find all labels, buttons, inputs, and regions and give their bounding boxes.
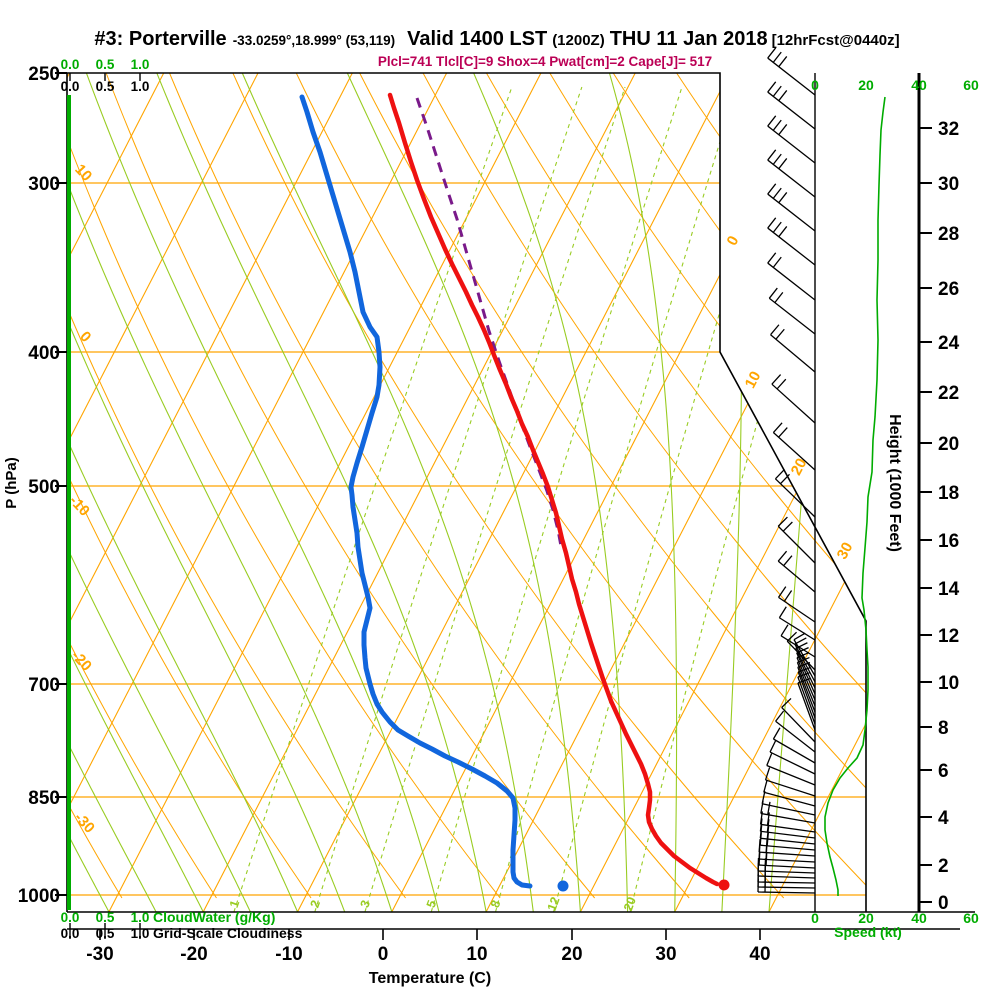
plot-frame [66, 72, 975, 930]
svg-text:500: 500 [28, 477, 60, 498]
parcel-ascent-curve [415, 97, 563, 547]
temperature-axis-label: Temperature (C) [369, 970, 491, 987]
svg-text:16: 16 [938, 531, 959, 552]
title-valid: Valid 1400 LST [407, 28, 547, 50]
wind-panel [757, 47, 886, 896]
page-title: #3: Porterville -33.0259°,18.999° (53,119… [94, 28, 899, 50]
svg-text:1.0: 1.0 [131, 926, 150, 941]
svg-text:40: 40 [911, 910, 927, 926]
svg-text:22: 22 [938, 383, 959, 404]
title-coords: -33.0259°,18.999° (53,119) [233, 33, 395, 48]
svg-text:40: 40 [749, 944, 770, 965]
svg-text:12: 12 [545, 895, 563, 913]
svg-text:0: 0 [378, 944, 389, 965]
temperature-curve [387, 92, 720, 887]
svg-text:20: 20 [621, 895, 639, 913]
wind-speed-profile [824, 96, 886, 896]
svg-text:1: 1 [227, 898, 243, 909]
svg-text:0.5: 0.5 [96, 57, 115, 72]
svg-text:10: 10 [466, 944, 487, 965]
background-grid [67, 73, 866, 912]
speed-axis-label: Speed (kt) [834, 924, 902, 940]
svg-text:18: 18 [938, 483, 959, 504]
cloudwater-axis-label: CloudWater (g/Kg) [153, 909, 275, 925]
svg-text:8: 8 [488, 898, 504, 909]
svg-text:20: 20 [561, 944, 582, 965]
svg-text:14: 14 [938, 579, 960, 600]
svg-text:850: 850 [28, 788, 60, 809]
surface-dewpoint-dot [557, 880, 569, 892]
svg-text:1000: 1000 [18, 886, 60, 907]
svg-text:4: 4 [938, 808, 949, 829]
svg-text:12: 12 [938, 626, 959, 647]
svg-text:20: 20 [858, 77, 874, 93]
svg-text:28: 28 [938, 224, 959, 245]
svg-text:30: 30 [938, 174, 959, 195]
svg-text:20: 20 [858, 910, 874, 926]
svg-text:-30: -30 [86, 944, 113, 965]
svg-text:8: 8 [938, 718, 949, 739]
svg-text:2: 2 [307, 898, 323, 909]
svg-text:10: 10 [742, 369, 765, 392]
surface-temperature-dot [718, 879, 730, 891]
svg-text:-20: -20 [180, 944, 207, 965]
svg-text:0.5: 0.5 [96, 926, 115, 941]
cloudiness-axis-label: Grid-Scale Cloudiness [153, 925, 303, 941]
svg-text:0.0: 0.0 [61, 910, 80, 925]
svg-text:250: 250 [28, 64, 60, 85]
svg-text:1.0: 1.0 [131, 79, 150, 94]
svg-text:0.0: 0.0 [61, 79, 80, 94]
height-axis-label: Height (1000 Feet) [886, 414, 903, 552]
svg-text:26: 26 [938, 279, 959, 300]
pressure-axis-label: P (hPa) [3, 457, 20, 508]
svg-text:0.0: 0.0 [61, 926, 80, 941]
svg-text:60: 60 [963, 77, 979, 93]
title-forecast: [12hrFcst@0440z] [772, 32, 900, 49]
svg-text:20: 20 [788, 456, 811, 479]
svg-text:30: 30 [834, 540, 857, 563]
title-station: #3: Porterville [94, 28, 226, 50]
svg-text:6: 6 [938, 761, 949, 782]
svg-text:3: 3 [358, 898, 374, 909]
svg-text:-30: -30 [71, 809, 98, 836]
svg-text:0: 0 [76, 328, 94, 346]
svg-text:5: 5 [424, 898, 440, 909]
svg-text:400: 400 [28, 343, 60, 364]
svg-text:0: 0 [811, 77, 819, 93]
svg-text:0: 0 [938, 893, 949, 914]
title-date: THU 11 Jan 2018 [610, 28, 768, 50]
svg-text:300: 300 [28, 174, 60, 195]
svg-text:1.0: 1.0 [131, 57, 150, 72]
svg-text:20: 20 [938, 434, 959, 455]
svg-text:10: 10 [938, 673, 959, 694]
svg-text:32: 32 [938, 119, 959, 140]
svg-text:40: 40 [911, 77, 927, 93]
svg-text:30: 30 [655, 944, 676, 965]
svg-text:-20: -20 [68, 647, 95, 674]
svg-text:0.5: 0.5 [96, 79, 115, 94]
svg-text:1.0: 1.0 [131, 910, 150, 925]
svg-text:24: 24 [938, 333, 960, 354]
svg-text:0: 0 [811, 910, 819, 926]
title-zulu: (1200Z) [552, 32, 605, 49]
stability-indices: Plcl=741 Tlcl[C]=9 Shox=4 Pwat[cm]=2 Cap… [378, 54, 712, 69]
svg-text:60: 60 [963, 910, 979, 926]
svg-text:0.0: 0.0 [61, 57, 80, 72]
svg-text:10: 10 [71, 161, 95, 185]
dewpoint-curve [299, 94, 533, 889]
sounding-profiles [67, 92, 730, 910]
svg-text:700: 700 [28, 675, 60, 696]
svg-text:0.5: 0.5 [96, 910, 115, 925]
svg-text:-10: -10 [275, 944, 302, 965]
svg-text:2: 2 [938, 856, 949, 877]
svg-text:0: 0 [724, 233, 743, 248]
